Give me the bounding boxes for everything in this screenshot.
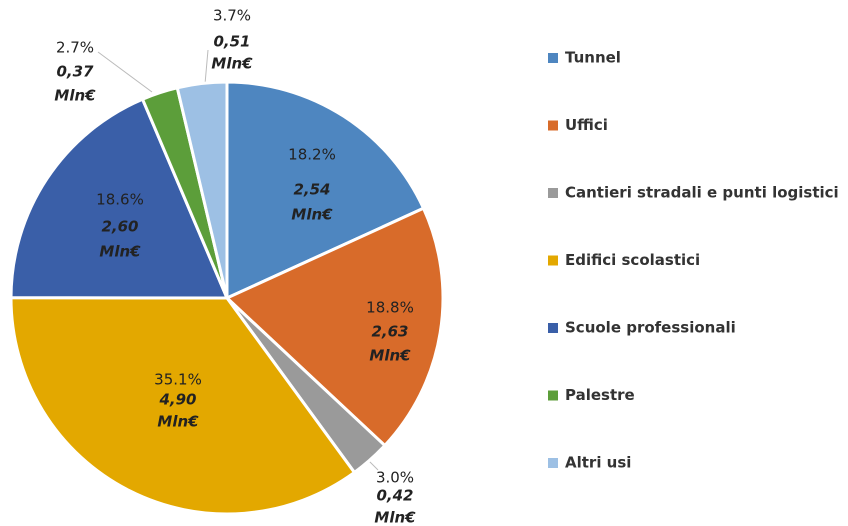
pie-slice (175, 80, 229, 299)
legend-swatch (548, 458, 558, 468)
legend-label: Altri usi (565, 454, 631, 472)
amount-unit: Mln€ (291, 206, 333, 224)
legend-swatch (548, 53, 558, 63)
data-label: 3.7% (213, 7, 251, 25)
pie-slice (224, 206, 445, 448)
legend-swatch (548, 120, 558, 131)
amount-unit: Mln€ (369, 347, 411, 365)
legend-swatch (548, 323, 558, 333)
data-label: 18.6% (96, 191, 144, 209)
pie-slice (9, 97, 230, 300)
legend-label: Edifici scolastici (565, 251, 700, 269)
data-label: 35.1% (154, 371, 202, 389)
amount-unit: Mln€ (99, 243, 141, 261)
legend-swatch (548, 255, 558, 266)
amount-unit: Mln€ (374, 509, 416, 526)
pie-slice (9, 296, 357, 516)
data-label: 2.7% (56, 39, 94, 57)
amount-label: 2,60 (101, 218, 138, 236)
amount-label: 2,63 (371, 323, 408, 341)
amount-unit: Mln€ (157, 413, 199, 431)
amount-label: 0,42 (376, 487, 413, 505)
legend-label: Scuole professionali (565, 319, 736, 337)
pie-slice (225, 80, 426, 301)
amount-unit: Mln€ (54, 87, 96, 105)
data-label: 18.2% (288, 146, 336, 164)
amount-label: 4,90 (158, 391, 196, 409)
amount-label: 2,54 (293, 181, 330, 199)
legend-label: Tunnel (565, 49, 621, 67)
leader-line (204, 49, 209, 85)
amount-unit: Mln€ (211, 55, 253, 73)
legend-label: Uffici (565, 116, 608, 134)
legend-label: Cantieri stradali e punti logistici (565, 184, 839, 202)
data-label: 3.0% (376, 469, 414, 487)
amount-label: 0,37 (56, 63, 94, 81)
leader-line (97, 51, 153, 93)
legend-swatch (548, 188, 558, 198)
legend-swatch (548, 390, 558, 401)
data-label: 18.8% (366, 299, 414, 317)
legend-label: Palestre (565, 386, 635, 404)
amount-label: 0,51 (213, 33, 250, 51)
